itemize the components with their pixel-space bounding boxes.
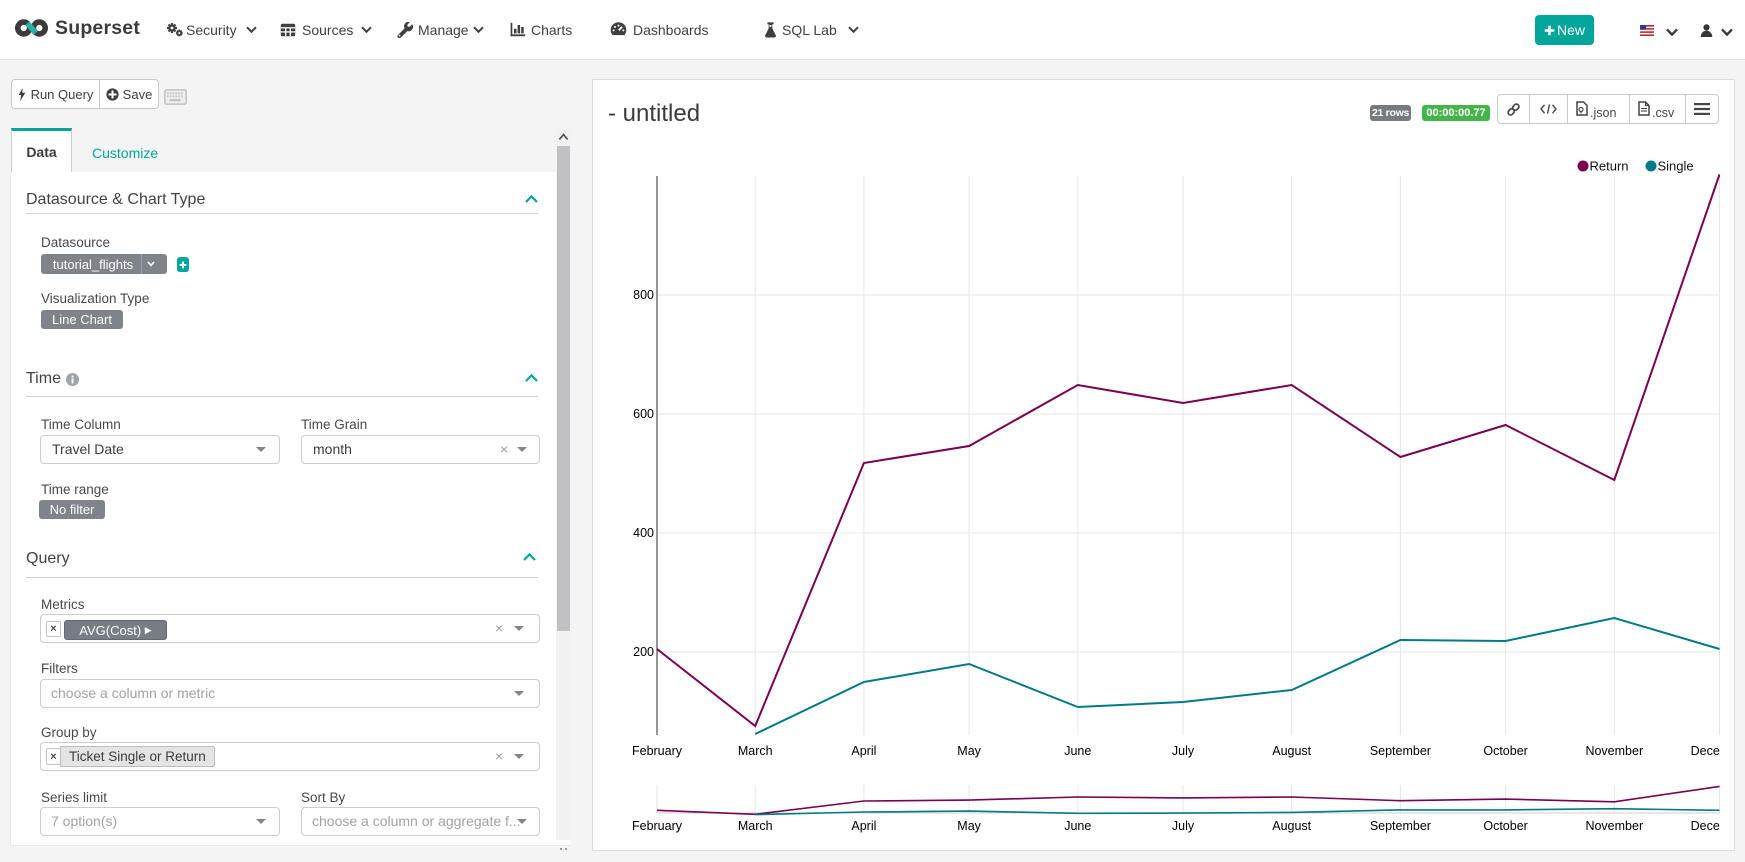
svg-text:800: 800: [633, 288, 654, 302]
svg-text:February: February: [632, 819, 683, 833]
svg-text:March: March: [738, 744, 773, 758]
svg-text:Single: Single: [1658, 159, 1694, 173]
svg-text:May: May: [957, 819, 981, 833]
svg-text:December: December: [1691, 819, 1745, 833]
svg-text:March: March: [738, 819, 773, 833]
svg-text:December: December: [1691, 744, 1745, 758]
svg-text:June: June: [1064, 744, 1091, 758]
svg-text:August: August: [1272, 744, 1311, 758]
svg-text:February: February: [632, 744, 683, 758]
svg-text:200: 200: [633, 645, 654, 659]
svg-text:July: July: [1172, 819, 1195, 833]
svg-text:November: November: [1585, 819, 1643, 833]
svg-text:September: September: [1370, 819, 1431, 833]
svg-text:Return: Return: [1590, 159, 1629, 173]
svg-text:April: April: [851, 744, 876, 758]
svg-text:400: 400: [633, 526, 654, 540]
svg-text:May: May: [957, 744, 981, 758]
svg-text:April: April: [851, 819, 876, 833]
svg-text:June: June: [1064, 819, 1091, 833]
svg-text:600: 600: [633, 407, 654, 421]
svg-text:September: September: [1370, 744, 1431, 758]
svg-text:July: July: [1172, 744, 1195, 758]
svg-text:November: November: [1585, 744, 1643, 758]
svg-text:August: August: [1272, 819, 1311, 833]
svg-text:October: October: [1483, 744, 1527, 758]
svg-text:October: October: [1483, 819, 1527, 833]
